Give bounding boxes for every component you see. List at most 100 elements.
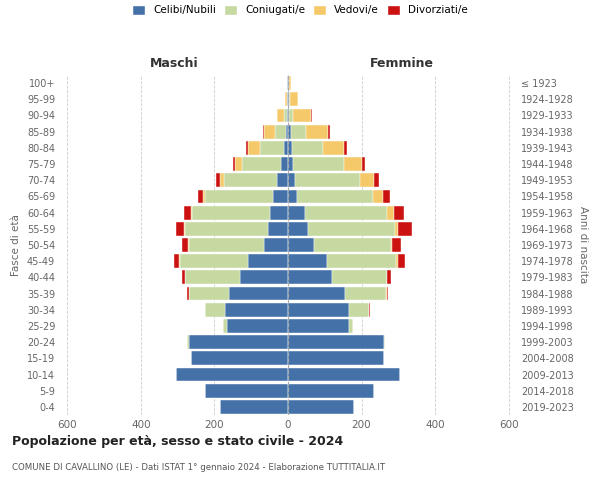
Bar <box>369 303 370 316</box>
Y-axis label: Fasce di età: Fasce di età <box>11 214 21 276</box>
Bar <box>281 157 288 171</box>
Bar <box>185 222 268 235</box>
Bar <box>293 108 311 122</box>
Bar <box>373 190 383 203</box>
Bar <box>308 222 395 235</box>
Bar <box>288 286 345 300</box>
Bar <box>216 174 220 187</box>
Bar <box>248 254 288 268</box>
Text: COMUNE DI CAVALLINO (LE) - Dati ISTAT 1° gennaio 2024 - Elaborazione TUTTITALIA.: COMUNE DI CAVALLINO (LE) - Dati ISTAT 1°… <box>12 463 385 472</box>
Bar <box>288 238 314 252</box>
Bar <box>288 400 354 414</box>
Bar <box>391 238 392 252</box>
Bar <box>289 108 293 122</box>
Bar <box>277 108 284 122</box>
Bar <box>288 157 293 171</box>
Text: Popolazione per età, sesso e stato civile - 2024: Popolazione per età, sesso e stato civil… <box>12 435 343 448</box>
Bar <box>235 157 242 171</box>
Bar <box>184 206 191 220</box>
Bar <box>263 125 264 138</box>
Bar <box>398 222 412 235</box>
Bar <box>288 108 289 122</box>
Bar <box>284 108 287 122</box>
Bar <box>179 254 248 268</box>
Bar <box>275 125 286 138</box>
Bar <box>386 286 388 300</box>
Bar <box>189 286 229 300</box>
Bar <box>288 303 349 316</box>
Legend: Celibi/Nubili, Coniugati/e, Vedovi/e, Divorziati/e: Celibi/Nubili, Coniugati/e, Vedovi/e, Di… <box>132 5 468 15</box>
Bar <box>328 125 329 138</box>
Bar <box>176 368 288 382</box>
Bar <box>288 270 332 284</box>
Bar <box>189 238 264 252</box>
Bar <box>203 190 205 203</box>
Bar <box>260 141 284 154</box>
Bar <box>187 286 189 300</box>
Bar <box>386 270 387 284</box>
Bar <box>288 141 292 154</box>
Bar <box>285 92 287 106</box>
Bar <box>268 222 288 235</box>
Bar <box>305 125 328 138</box>
Bar <box>332 270 386 284</box>
Bar <box>323 141 344 154</box>
Bar <box>233 157 235 171</box>
Bar <box>220 400 288 414</box>
Bar <box>293 157 344 171</box>
Bar <box>349 319 353 333</box>
Bar <box>288 174 295 187</box>
Bar <box>288 190 297 203</box>
Bar <box>191 206 193 220</box>
Bar <box>247 141 248 154</box>
Bar <box>182 238 188 252</box>
Bar <box>345 286 386 300</box>
Bar <box>374 174 379 187</box>
Bar <box>288 336 383 349</box>
Y-axis label: Anni di nascita: Anni di nascita <box>578 206 587 284</box>
Bar <box>229 286 288 300</box>
Bar <box>288 384 374 398</box>
Bar <box>344 157 362 171</box>
Bar <box>387 206 394 220</box>
Bar <box>392 238 401 252</box>
Bar <box>288 92 289 106</box>
Bar <box>287 76 288 90</box>
Bar <box>220 174 224 187</box>
Bar <box>248 141 260 154</box>
Bar <box>297 190 373 203</box>
Bar <box>288 76 289 90</box>
Bar <box>394 206 404 220</box>
Bar <box>289 92 290 106</box>
Bar <box>383 336 385 349</box>
Bar <box>205 303 226 316</box>
Bar <box>287 108 288 122</box>
Bar <box>176 222 184 235</box>
Bar <box>288 368 400 382</box>
Bar <box>187 336 189 349</box>
Bar <box>284 141 288 154</box>
Bar <box>288 352 383 365</box>
Bar <box>344 141 347 154</box>
Bar <box>292 141 323 154</box>
Bar <box>223 319 227 333</box>
Bar <box>277 174 288 187</box>
Bar <box>387 270 391 284</box>
Bar <box>224 174 277 187</box>
Bar <box>288 254 326 268</box>
Bar <box>397 254 398 268</box>
Bar <box>398 254 405 268</box>
Bar <box>184 222 185 235</box>
Bar <box>314 238 391 252</box>
Bar <box>395 222 398 235</box>
Bar <box>191 352 288 365</box>
Bar <box>383 190 390 203</box>
Bar <box>264 125 275 138</box>
Bar <box>188 238 189 252</box>
Text: Maschi: Maschi <box>149 57 199 70</box>
Bar <box>288 222 308 235</box>
Bar <box>289 76 290 90</box>
Bar <box>240 270 288 284</box>
Bar <box>273 190 288 203</box>
Bar <box>288 206 305 220</box>
